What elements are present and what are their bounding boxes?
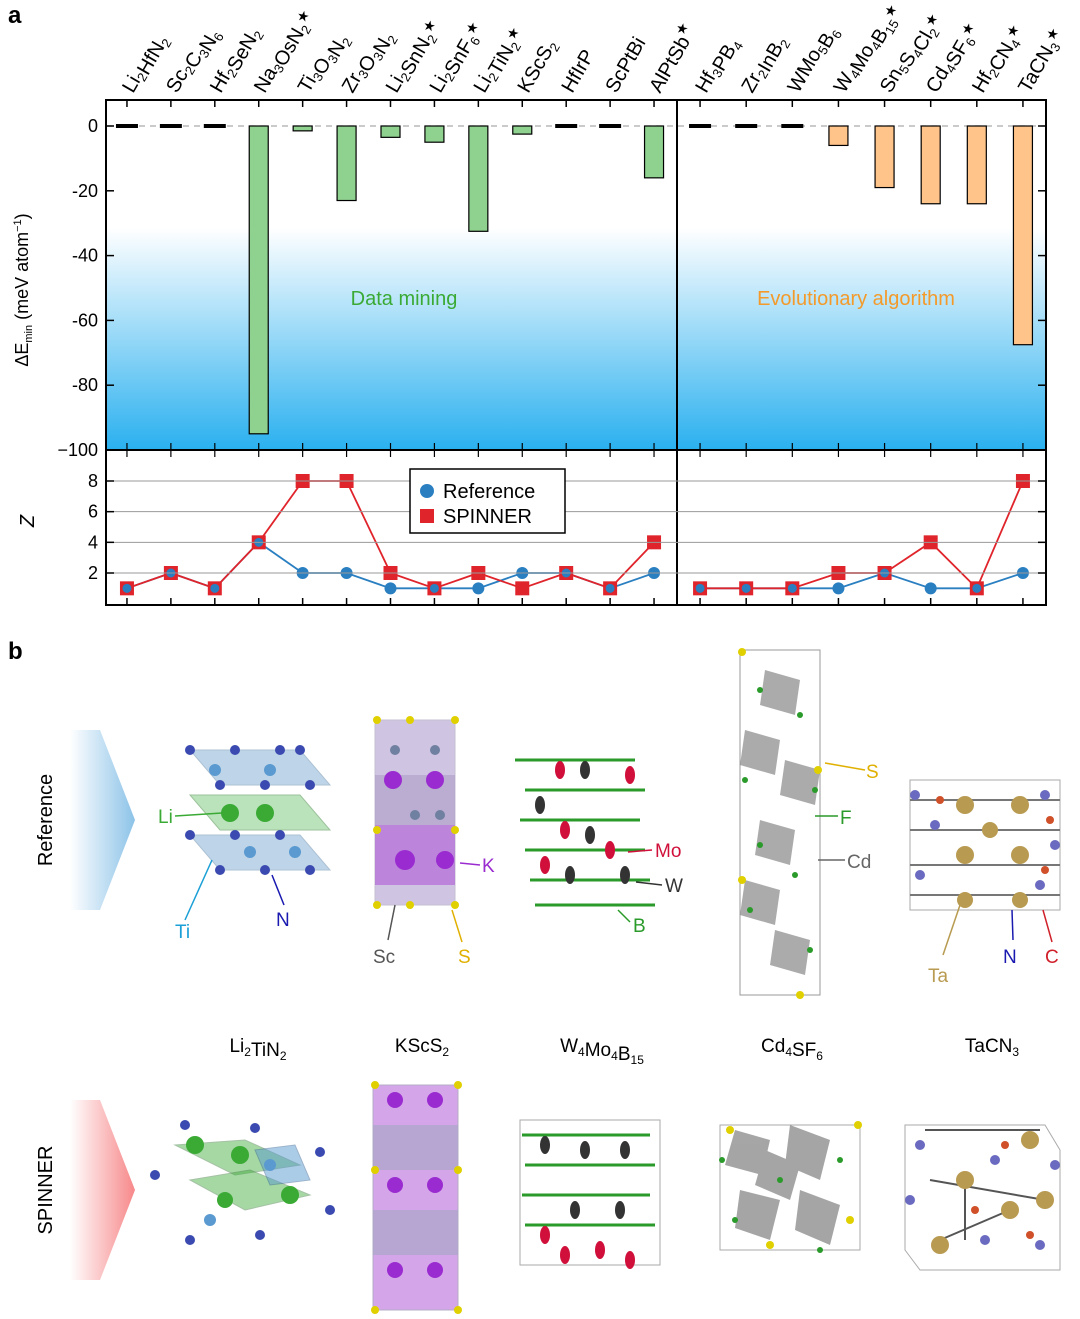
category-label-Li2TiN2: Li2TiN2★ — [470, 22, 531, 99]
reference-line — [126, 541, 655, 590]
plot-frame — [105, 99, 1047, 606]
structure-li2tin2-spinner — [150, 1120, 335, 1245]
reference-point-overlap-ScPtBi — [605, 583, 615, 593]
bar-TaCN3 — [1012, 125, 1034, 346]
atom-label-f: F — [840, 808, 852, 829]
bar-AlPtSb — [643, 125, 665, 179]
bar-Li2SnN2 — [380, 125, 401, 138]
atom-label-sc: Sc — [373, 947, 395, 968]
bar-KScS2 — [512, 125, 533, 135]
bar-Zr3O3N2 — [336, 125, 357, 202]
energy-tick-label: 0 — [88, 116, 98, 136]
reference-point-overlap-Hf2CN4 — [972, 583, 982, 593]
compound-label-KScS2: KScS2 — [395, 1036, 450, 1059]
z-tick-label: 2 — [88, 563, 98, 583]
energy-tick-label: -80 — [72, 375, 98, 395]
spinner-arrow-icon — [70, 1100, 135, 1280]
legend-box — [409, 468, 566, 534]
bar-W4Mo4B15 — [828, 125, 849, 147]
reference-point-Cd4SF6 — [924, 582, 937, 595]
structure-tacn3-spinner — [904, 1124, 1061, 1271]
atom-label-ti: Ti — [175, 922, 190, 943]
legend-reference-marker — [420, 484, 434, 498]
energy-tick-label: -40 — [72, 246, 98, 266]
bar-Hf2CN4 — [966, 125, 987, 205]
structure-li2tin2-reference: Li Ti N — [158, 745, 332, 943]
structure-kscs2-spinner — [371, 1081, 462, 1314]
panel-b-structures: Reference SPINNER Li Ti N K Sc S — [35, 648, 1061, 1314]
atom-label-ta: Ta — [928, 966, 949, 987]
atom-label-w: W — [665, 876, 683, 897]
reference-point-overlap-Li2HfN2 — [122, 583, 132, 593]
z-tick-label: 8 — [88, 471, 98, 491]
category-label-Zr2InB2: Zr2InB2 — [737, 31, 793, 100]
bar-Ti3O3N2 — [292, 125, 313, 132]
group-label-evolutionary: Evolutionary algorithm — [757, 288, 955, 310]
category-label-TaCN3: TaCN3★ — [1013, 25, 1070, 98]
bar-Sn5S4Cl2 — [874, 125, 895, 189]
bar-Na3OsN2 — [248, 125, 269, 435]
panel-b-label: b — [8, 638, 23, 665]
structure-tacn3-reference: Ta N C — [909, 779, 1061, 987]
category-label-ScPtBi: ScPtBi — [601, 34, 650, 97]
reference-point-overlap-Zr2InB2 — [741, 583, 751, 593]
compound-label-TaCN3: TaCN3 — [965, 1036, 1020, 1059]
atom-label-cd: Cd — [847, 852, 871, 873]
structure-kscs2-reference: K Sc S — [373, 716, 495, 968]
energy-tick-label: −100 — [57, 440, 98, 460]
bar-Cd4SF6 — [920, 125, 941, 205]
bar-Li2SnF6 — [424, 125, 445, 143]
atom-label-k: K — [482, 856, 495, 877]
reference-point-overlap-Hf3PB4 — [695, 583, 705, 593]
group-label-data-mining: Data mining — [351, 288, 458, 310]
z-tick-label: 4 — [88, 532, 98, 552]
atom-label-s: S — [458, 947, 471, 968]
row-label-reference: Reference — [35, 774, 57, 866]
reference-point-overlap-WMo5B6 — [787, 583, 797, 593]
y-axis-label-energy: ΔEmin (meV atom−1) — [12, 213, 35, 366]
structure-w4mo4b15-reference: Mo W B — [515, 758, 683, 937]
atom-label-s-cd4sf6: S — [866, 762, 879, 783]
energy-gradient-background — [106, 228, 1046, 450]
category-label-Li2SnF6: Li2SnF6★ — [426, 17, 490, 100]
reference-arrow-icon — [70, 730, 135, 910]
atom-label-li: Li — [158, 807, 173, 828]
atom-label-n-tacn3: N — [1003, 947, 1017, 968]
panel-a-label: a — [8, 2, 22, 29]
compound-label-W4Mo4B15: W4Mo4B15 — [560, 1036, 644, 1067]
category-label-HfIrP: HfIrP — [557, 46, 599, 96]
atom-label-mo: Mo — [655, 841, 681, 862]
z-tick-label: 6 — [88, 502, 98, 522]
atom-label-c: C — [1045, 947, 1059, 968]
atom-label-b: B — [633, 916, 646, 937]
reference-point-overlap-Li2SnF6 — [429, 583, 439, 593]
legend: Reference SPINNER — [409, 468, 566, 534]
reference-point-overlap-Hf2SeN2 — [210, 583, 220, 593]
category-label-KScS2: KScS2 — [514, 36, 563, 98]
legend-spinner-label: SPINNER — [443, 506, 532, 528]
category-label-Hf3PB4: Hf3PB4 — [691, 33, 746, 100]
category-label-Li2HfN2: Li2HfN2 — [118, 30, 174, 100]
energy-tick-label: -60 — [72, 310, 98, 330]
energy-tick-label: -20 — [72, 181, 98, 201]
structure-cd4sf6-reference: S F Cd — [738, 648, 879, 999]
legend-reference-label: Reference — [443, 481, 535, 503]
row-label-spinner: SPINNER — [35, 1146, 57, 1235]
spinner-point-KScS2 — [515, 581, 530, 596]
spinner-line — [700, 480, 1024, 590]
atom-label-n: N — [276, 910, 290, 931]
compound-label-Cd4SF6: Cd4SF6 — [761, 1036, 823, 1063]
reference-point-W4Mo4B15 — [832, 582, 845, 595]
reference-point-Li2TiN2 — [472, 582, 485, 595]
reference-point-Li2SnN2 — [384, 582, 397, 595]
structure-w4mo4b15-spinner — [519, 1119, 661, 1269]
bar-Li2TiN2 — [468, 125, 489, 232]
y-axis-label-z: Z — [17, 514, 39, 528]
compound-label-Li2TiN2: Li2TiN2 — [229, 1036, 286, 1063]
structure-cd4sf6-spinner — [719, 1121, 862, 1253]
legend-spinner-marker — [420, 509, 434, 523]
